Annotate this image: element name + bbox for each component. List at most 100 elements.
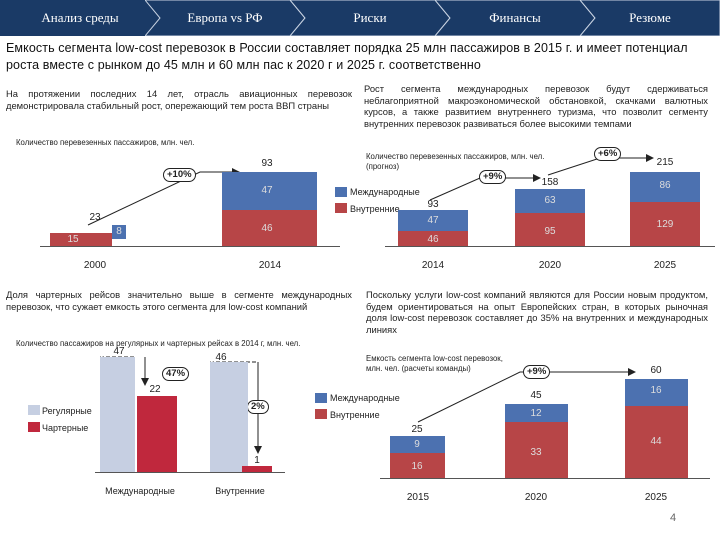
- block1-text: На протяжении последних 14 лет, отрасль …: [6, 88, 352, 111]
- chart3-axis: [95, 472, 285, 473]
- block3-pct-domestic: 2%: [247, 400, 269, 414]
- legend-regular-label: Регулярные: [42, 406, 92, 416]
- chart2-total-label: 215: [656, 157, 674, 168]
- tab-label: Европа vs РФ: [187, 10, 263, 25]
- block2-growth-badge-2: +6%: [594, 147, 622, 161]
- legend-international-swatch: [315, 393, 327, 403]
- legend-international-label: Международные: [350, 187, 420, 197]
- legend-charter-label: Чартерные: [42, 423, 89, 433]
- chart1-axis: [40, 246, 340, 247]
- chart4-bar-2015-international: [390, 436, 445, 453]
- chart1-bar-2014-international: [222, 172, 317, 210]
- tab-label: Резюме: [629, 10, 671, 25]
- block2-chart-title: Количество перевезенных пассажиров, млн.…: [366, 152, 545, 171]
- chart4-value-label: 44: [650, 436, 662, 447]
- chart1-value-label: 46: [261, 223, 273, 234]
- chart2-value-label: 46: [427, 234, 439, 245]
- chart4-value-label: 33: [530, 447, 542, 458]
- chart4-value-label: 9: [414, 439, 420, 450]
- block1-growth-badge: +10%: [163, 168, 196, 182]
- chart2-bar-2014-international: [398, 210, 468, 231]
- legend-domestic-swatch: [315, 409, 327, 419]
- tab-label: Риски: [353, 10, 387, 25]
- chart3-bar-domestic-charter: [242, 466, 272, 472]
- chart4-x-label: 2015: [406, 492, 430, 503]
- chart1-total-label: 93: [261, 158, 273, 169]
- chart2-bar-2025-international: [630, 172, 700, 202]
- legend-domestic-swatch: [335, 203, 347, 213]
- chart2-x-label: 2014: [421, 260, 445, 271]
- chart3-x-label: Международные: [105, 486, 175, 496]
- tab-label: Финансы: [489, 10, 541, 25]
- block2-growth-badge-1: +9%: [479, 170, 507, 184]
- chart3-value-label: 1: [254, 455, 260, 466]
- legend-charter-swatch: [28, 422, 40, 432]
- chart2-bar-2025-domestic: [630, 202, 700, 246]
- chart1-bar-2014-domestic: [222, 210, 317, 246]
- block4-growth-badge: +9%: [523, 365, 551, 379]
- chart3-x-label: Внутренние: [215, 486, 265, 496]
- chart2-value-label: 47: [427, 215, 439, 226]
- tab-europe-vs-rf[interactable]: Европа vs РФ: [145, 0, 305, 36]
- chart1-value-label: 47: [261, 185, 273, 196]
- chart4-axis: [380, 478, 710, 479]
- chart1-value-label: 8: [116, 226, 122, 237]
- block3-text: Доля чартерных рейсов значительно выше в…: [6, 289, 352, 312]
- legend-domestic-label: Внутренние: [330, 410, 380, 420]
- block3-chart-title: Количество пассажиров на регулярных и ча…: [16, 339, 301, 348]
- tab-label: Анализ среды: [41, 10, 119, 25]
- chart4-bar-2020-domestic: [505, 422, 568, 478]
- chart3-bar-international-charter: [137, 396, 177, 472]
- chart1-total-label: 23: [89, 212, 101, 223]
- block2-text: Рост сегмента международных перевозок бу…: [364, 83, 708, 129]
- chart2-total-label: 158: [541, 177, 559, 188]
- chart4-bar-2015-domestic: [390, 453, 445, 478]
- chart4-total-label: 60: [650, 365, 662, 376]
- chart1-bar-2000-international: [112, 225, 126, 239]
- chart4-value-label: 16: [411, 461, 423, 472]
- chart4-total-label: 45: [530, 390, 542, 401]
- tab-finance[interactable]: Финансы: [435, 0, 595, 36]
- chart2-bar-2020-international: [515, 189, 585, 213]
- chart2-value-label: 95: [544, 226, 556, 237]
- block1-chart-title: Количество перевезенных пассажиров, млн.…: [16, 138, 195, 147]
- chart2-axis: [385, 246, 715, 247]
- block4-chart-title: Емкость сегмента low-cost перевозок, млн…: [366, 354, 503, 373]
- legend-regular-swatch: [28, 405, 40, 415]
- chart2-bar-2020-domestic: [515, 213, 585, 246]
- chart3-bar-domestic-regular: [210, 362, 248, 472]
- block3-pct-international: 47%: [162, 367, 190, 381]
- chart4-bar-2025-domestic: [625, 406, 688, 478]
- chart3-bar-international-regular: [100, 357, 135, 472]
- chart4-x-label: 2025: [644, 492, 668, 503]
- chart3-total-label: 47: [113, 346, 125, 357]
- chart3-value-label: 22: [149, 384, 161, 395]
- page-number: 4: [670, 512, 677, 524]
- chart4-bar-2020-international: [505, 404, 568, 422]
- legend-international-swatch: [335, 187, 347, 197]
- top-navigation: Анализ среды Европа vs РФ Риски Финансы …: [0, 0, 720, 36]
- tab-risks[interactable]: Риски: [290, 0, 450, 36]
- chart4-bar-2025-international: [625, 379, 688, 406]
- page-headline: Емкость сегмента low-cost перевозок в Ро…: [6, 41, 688, 72]
- chart2-x-label: 2025: [653, 260, 677, 271]
- chart4-total-label: 25: [411, 424, 423, 435]
- chart1-x-label: 2014: [258, 260, 282, 271]
- tab-environment-analysis[interactable]: Анализ среды: [0, 0, 160, 36]
- chart4-value-label: 16: [650, 385, 662, 396]
- legend-international-label: Международные: [330, 393, 400, 403]
- chart2-value-label: 129: [656, 219, 674, 230]
- tab-summary[interactable]: Резюме: [580, 0, 720, 36]
- chart1-bar-2000-domestic: [50, 233, 112, 246]
- chart1-x-label: 2000: [83, 260, 107, 271]
- legend-domestic-label: Внутренние: [350, 204, 400, 214]
- chart2-value-label: 63: [544, 195, 556, 206]
- chart1-value-label: 15: [67, 234, 79, 245]
- chart4-value-label: 12: [530, 408, 542, 419]
- chart2-x-label: 2020: [538, 260, 562, 271]
- block4-text: Поскольку услуги low-cost компаний являю…: [366, 289, 708, 335]
- chart2-value-label: 86: [659, 180, 671, 191]
- chart2-bar-2014-domestic: [398, 231, 468, 246]
- chart2-total-label: 93: [427, 199, 439, 210]
- chart3-total-label: 46: [215, 352, 227, 363]
